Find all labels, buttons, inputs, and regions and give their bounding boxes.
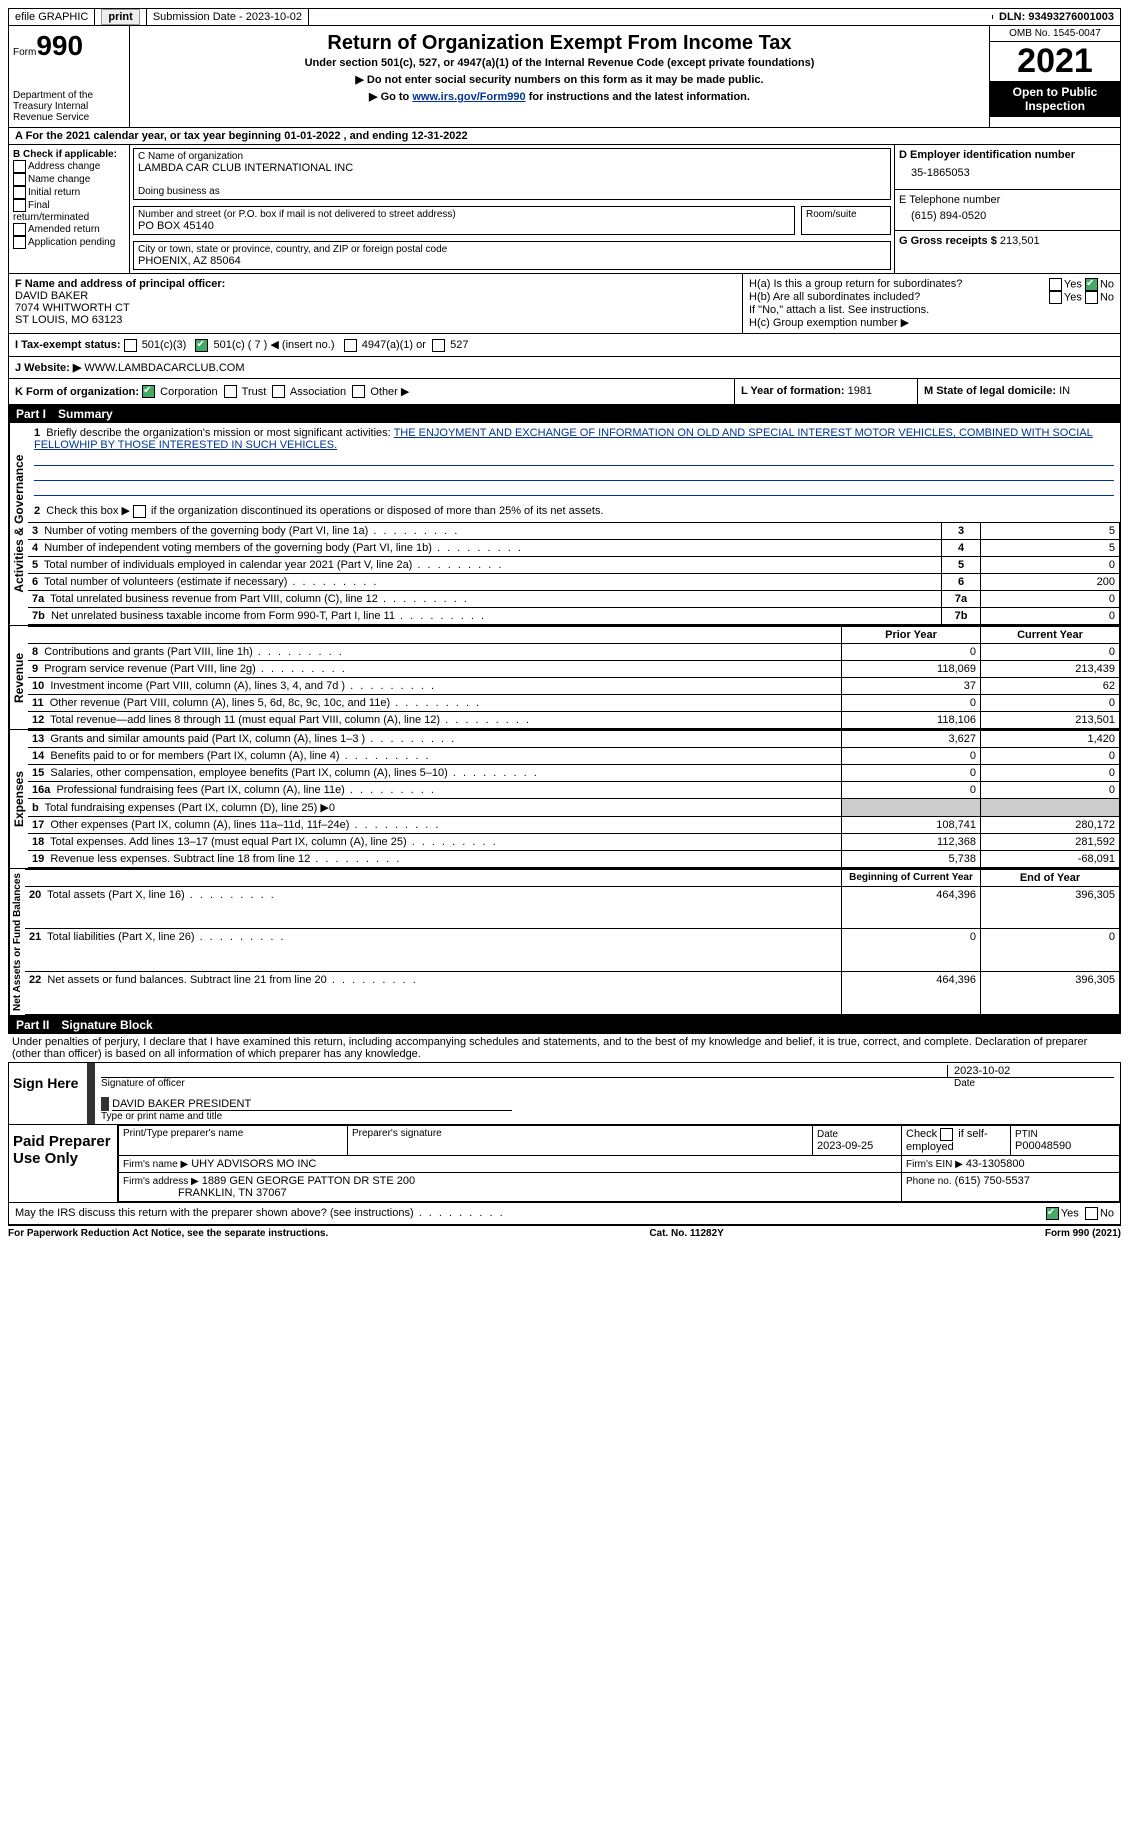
paid-preparer-block: Paid Preparer Use Only Print/Type prepar… bbox=[8, 1125, 1121, 1203]
efile-label: efile GRAPHIC bbox=[9, 9, 95, 25]
address-change-checkbox[interactable] bbox=[13, 160, 26, 173]
part2-header: Part II Signature Block bbox=[8, 1016, 1121, 1034]
527-checkbox[interactable] bbox=[432, 339, 445, 352]
form-title: Return of Organization Exempt From Incom… bbox=[134, 32, 985, 55]
discuss-no-checkbox[interactable] bbox=[1085, 1207, 1098, 1220]
app-pending-checkbox[interactable] bbox=[13, 236, 26, 249]
summary-block: Activities & Governance 1 Briefly descri… bbox=[8, 423, 1121, 626]
501c3-checkbox[interactable] bbox=[124, 339, 137, 352]
ag-table: 3 Number of voting members of the govern… bbox=[28, 522, 1120, 625]
box-f: F Name and address of principal officer:… bbox=[9, 274, 743, 333]
trust-checkbox[interactable] bbox=[224, 385, 237, 398]
line-a: A For the 2021 calendar year, or tax yea… bbox=[8, 128, 1121, 145]
box-j: J Website: ▶ WWW.LAMBDACARCLUB.COM bbox=[8, 357, 1121, 379]
paid-preparer-label: Paid Preparer Use Only bbox=[9, 1125, 118, 1202]
may-discuss-row: May the IRS discuss this return with the… bbox=[8, 1203, 1121, 1225]
hb-no-checkbox[interactable] bbox=[1085, 291, 1098, 304]
revenue-table: Prior Year Current Year 8 Contributions … bbox=[28, 626, 1120, 729]
assoc-checkbox[interactable] bbox=[272, 385, 285, 398]
self-employed-checkbox[interactable] bbox=[940, 1128, 953, 1141]
form-subtitle: Under section 501(c), 527, or 4947(a)(1)… bbox=[134, 57, 985, 69]
form-header: Form990 Department of the Treasury Inter… bbox=[8, 26, 1121, 128]
discuss-yes-checkbox[interactable] bbox=[1046, 1207, 1059, 1220]
vert-expenses: Expenses bbox=[9, 730, 28, 868]
tax-year: 2021 bbox=[990, 42, 1120, 81]
discontinued-checkbox[interactable] bbox=[133, 505, 146, 518]
hb-yes-checkbox[interactable] bbox=[1049, 291, 1062, 304]
part1-header: Part I Summary bbox=[8, 405, 1121, 423]
box-d: D Employer identification number 35-1865… bbox=[895, 145, 1120, 190]
entity-block: B Check if applicable: Address change Na… bbox=[8, 145, 1121, 274]
vert-netassets: Net Assets or Fund Balances bbox=[9, 869, 25, 1015]
expenses-table: 13 Grants and similar amounts paid (Part… bbox=[28, 730, 1120, 868]
final-return-checkbox[interactable] bbox=[13, 199, 26, 212]
box-c-street: Number and street (or P.O. box if mail i… bbox=[133, 206, 795, 235]
initial-return-checkbox[interactable] bbox=[13, 186, 26, 199]
revenue-block: Revenue Prior Year Current Year 8 Contri… bbox=[8, 626, 1121, 730]
other-checkbox[interactable] bbox=[352, 385, 365, 398]
public-inspection: Open to Public Inspection bbox=[990, 81, 1120, 117]
4947-checkbox[interactable] bbox=[344, 339, 357, 352]
box-g: G Gross receipts $ 213,501 bbox=[895, 231, 1120, 251]
ha-yes-checkbox[interactable] bbox=[1049, 278, 1062, 291]
box-c-name: C Name of organization LAMBDA CAR CLUB I… bbox=[133, 148, 891, 200]
netassets-block: Net Assets or Fund Balances Beginning of… bbox=[8, 869, 1121, 1016]
expenses-block: Expenses 13 Grants and similar amounts p… bbox=[8, 730, 1121, 869]
box-c-room: Room/suite bbox=[801, 206, 891, 235]
vert-activities: Activities & Governance bbox=[9, 423, 28, 625]
print-button[interactable]: print bbox=[101, 9, 139, 25]
submission-date: Submission Date - 2023-10-02 bbox=[147, 9, 309, 25]
form-prefix: Form bbox=[13, 47, 36, 58]
ssn-note: ▶ Do not enter social security numbers o… bbox=[134, 73, 985, 86]
sign-here-block: Sign Here 2023-10-02 Signature of office… bbox=[8, 1063, 1121, 1125]
omb-number: OMB No. 1545-0047 bbox=[990, 26, 1120, 42]
vert-revenue: Revenue bbox=[9, 626, 28, 729]
501c-checkbox[interactable] bbox=[195, 339, 208, 352]
box-h: H(a) Is this a group return for subordin… bbox=[743, 274, 1120, 333]
box-c-city: City or town, state or province, country… bbox=[133, 241, 891, 270]
sign-here-label: Sign Here bbox=[9, 1063, 87, 1124]
netassets-table: Beginning of Current Year End of Year 20… bbox=[25, 869, 1120, 1015]
amended-return-checkbox[interactable] bbox=[13, 223, 26, 236]
box-m: M State of legal domicile: IN bbox=[917, 379, 1120, 405]
box-l: L Year of formation: 1981 bbox=[734, 379, 917, 405]
top-bar: efile GRAPHIC print Submission Date - 20… bbox=[8, 8, 1121, 26]
box-b: B Check if applicable: Address change Na… bbox=[9, 145, 130, 273]
dept-label: Department of the Treasury Internal Reve… bbox=[13, 90, 125, 123]
goto-note: ▶ Go to www.irs.gov/Form990 for instruct… bbox=[134, 90, 985, 103]
penalties-text: Under penalties of perjury, I declare th… bbox=[8, 1034, 1121, 1063]
name-change-checkbox[interactable] bbox=[13, 173, 26, 186]
corp-checkbox[interactable] bbox=[142, 385, 155, 398]
fh-block: F Name and address of principal officer:… bbox=[8, 274, 1121, 334]
footer: For Paperwork Reduction Act Notice, see … bbox=[8, 1225, 1121, 1239]
klm-row: K Form of organization: Corporation Trus… bbox=[8, 379, 1121, 406]
irs-link[interactable]: www.irs.gov/Form990 bbox=[412, 91, 525, 103]
dln-label: DLN: 93493276001003 bbox=[993, 9, 1120, 25]
ha-no-checkbox[interactable] bbox=[1085, 278, 1098, 291]
box-k: K Form of organization: Corporation Trus… bbox=[9, 379, 734, 405]
box-e: E Telephone number (615) 894-0520 bbox=[895, 190, 1120, 231]
form-number: 990 bbox=[36, 30, 83, 61]
box-i: I Tax-exempt status: 501(c)(3) 501(c) ( … bbox=[8, 334, 1121, 357]
